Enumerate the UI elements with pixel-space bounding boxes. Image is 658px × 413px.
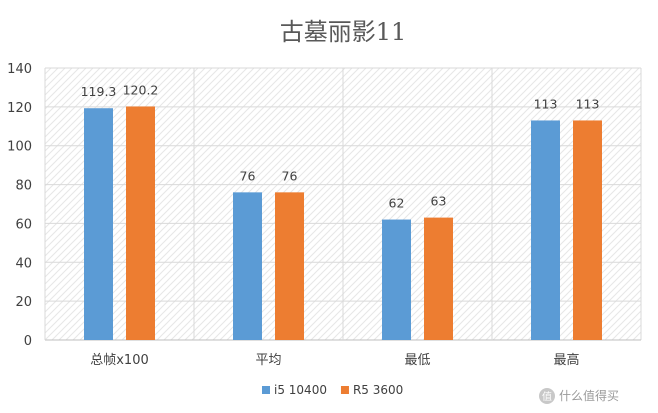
data-label: 62 — [389, 196, 405, 211]
chart-title: 古墓丽影11 — [280, 18, 407, 46]
data-label: 113 — [576, 96, 600, 111]
data-label: 76 — [282, 168, 298, 183]
bar — [531, 120, 560, 340]
bar — [84, 108, 113, 341]
bars — [84, 106, 602, 341]
y-axis-ticks: 0 20 40 60 80 100 120 140 — [7, 62, 32, 349]
y-tick-label: 100 — [7, 140, 32, 155]
y-tick-label: 140 — [7, 62, 32, 77]
x-category-label: 最低 — [404, 353, 430, 368]
data-label: 113 — [534, 96, 558, 111]
legend: i5 10400 R5 3600 — [262, 383, 403, 397]
smzdm-logo-icon: 值 — [539, 388, 555, 404]
bar — [573, 120, 602, 340]
watermark-text: 什么值得买 — [559, 388, 619, 403]
y-tick-label: 120 — [7, 101, 32, 116]
data-label: 119.3 — [81, 84, 117, 99]
bar — [275, 192, 304, 340]
legend-entry: i5 10400 — [274, 383, 327, 397]
y-tick-label: 40 — [15, 256, 32, 271]
bar — [382, 219, 411, 340]
bar — [233, 192, 262, 340]
svg-text:值: 值 — [542, 390, 552, 403]
watermark: 值 什么值得买 — [539, 388, 619, 404]
bar — [424, 217, 453, 340]
y-tick-label: 60 — [15, 217, 32, 232]
data-labels: 119.3 120.2 76 76 62 63 113 113 — [81, 82, 600, 210]
x-category-label: 总帧x100 — [90, 353, 149, 368]
x-axis-categories: 总帧x100 平均 最低 最高 — [90, 352, 579, 368]
data-label: 76 — [240, 168, 256, 183]
legend-swatch — [340, 386, 349, 394]
legend-swatch — [262, 386, 270, 394]
data-label: 120.2 — [123, 82, 159, 97]
y-tick-label: 20 — [15, 295, 32, 310]
y-tick-label: 0 — [24, 334, 32, 349]
x-category-label: 平均 — [255, 353, 281, 368]
legend-entry: R5 3600 — [353, 383, 403, 397]
bar — [126, 106, 155, 341]
x-category-label: 最高 — [553, 352, 579, 368]
y-tick-label: 80 — [15, 179, 32, 194]
data-label: 63 — [431, 194, 447, 209]
